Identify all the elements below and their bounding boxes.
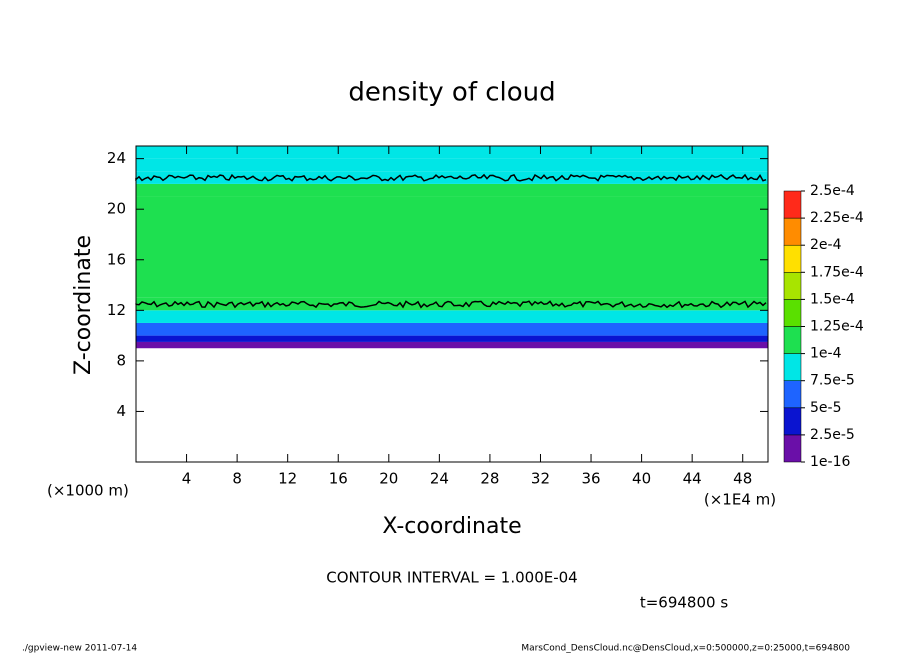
colorbar-label: 2e-4 bbox=[810, 237, 842, 253]
y-axis-label: Z-coordinate bbox=[71, 235, 96, 375]
y-unit: (×1000 m) bbox=[47, 482, 129, 500]
contour-band bbox=[136, 310, 768, 323]
colorbar-box bbox=[783, 244, 802, 273]
footer-left: ./gpview-new 2011-07-14 bbox=[22, 644, 137, 654]
colorbar-box bbox=[783, 434, 802, 463]
contour-band bbox=[136, 335, 768, 342]
x-tick-label: 8 bbox=[232, 470, 242, 488]
footer-right: MarsCond_DensCloud.nc@DensCloud,x=0:5000… bbox=[521, 644, 850, 654]
chart-title: density of cloud bbox=[348, 78, 555, 108]
contour-line bbox=[135, 173, 767, 182]
contour-interval: CONTOUR INTERVAL = 1.000E-04 bbox=[326, 569, 577, 587]
colorbar-label: 2.25e-4 bbox=[810, 210, 864, 226]
contour-band bbox=[136, 146, 768, 159]
colorbar-label: 1.25e-4 bbox=[810, 319, 864, 335]
x-tick-label: 12 bbox=[278, 470, 297, 488]
x-tick-label: 28 bbox=[480, 470, 499, 488]
y-tick-label: 4 bbox=[116, 402, 126, 420]
plot-frame bbox=[135, 145, 769, 463]
colorbar-label: 7.5e-5 bbox=[810, 373, 855, 389]
x-tick-label: 40 bbox=[632, 470, 651, 488]
contour-line bbox=[135, 300, 767, 309]
colorbar-label: 1.75e-4 bbox=[810, 264, 864, 280]
colorbar-label: 2.5e-5 bbox=[810, 427, 855, 443]
x-axis-label: X-coordinate bbox=[382, 514, 521, 539]
contour-band bbox=[136, 183, 768, 197]
y-tick-label: 12 bbox=[107, 301, 126, 319]
contour-band bbox=[136, 322, 768, 336]
colorbar-box bbox=[783, 353, 802, 381]
x-tick-label: 32 bbox=[531, 470, 550, 488]
y-tick-label: 20 bbox=[107, 200, 126, 218]
colorbar-box bbox=[783, 217, 802, 246]
colorbar-box bbox=[783, 380, 802, 409]
contour-band bbox=[136, 341, 768, 349]
colorbar-box bbox=[783, 272, 802, 300]
x-tick-label: 24 bbox=[430, 470, 449, 488]
x-tick-label: 4 bbox=[182, 470, 192, 488]
contour-band bbox=[136, 196, 768, 298]
colorbar-label: 1.5e-4 bbox=[810, 291, 855, 307]
colorbar-box bbox=[783, 299, 802, 327]
contour-band bbox=[136, 158, 768, 172]
colorbar-box bbox=[783, 190, 802, 219]
y-tick-label: 24 bbox=[107, 149, 126, 167]
x-tick-label: 36 bbox=[581, 470, 600, 488]
colorbar-label: 5e-5 bbox=[810, 400, 841, 416]
x-tick-label: 48 bbox=[733, 470, 752, 488]
y-tick-label: 8 bbox=[116, 351, 126, 369]
x-tick-label: 16 bbox=[329, 470, 348, 488]
colorbar-label: 2.5e-4 bbox=[810, 183, 855, 199]
x-tick-label: 44 bbox=[683, 470, 702, 488]
time-label: t=694800 s bbox=[640, 594, 728, 612]
colorbar-box bbox=[783, 326, 802, 354]
colorbar-box bbox=[783, 407, 802, 436]
y-tick-label: 16 bbox=[107, 250, 126, 268]
x-unit: (×1E4 m) bbox=[704, 491, 776, 509]
x-tick-label: 20 bbox=[379, 470, 398, 488]
colorbar-label: 1e-16 bbox=[810, 454, 850, 470]
colorbar-label: 1e-4 bbox=[810, 346, 842, 362]
